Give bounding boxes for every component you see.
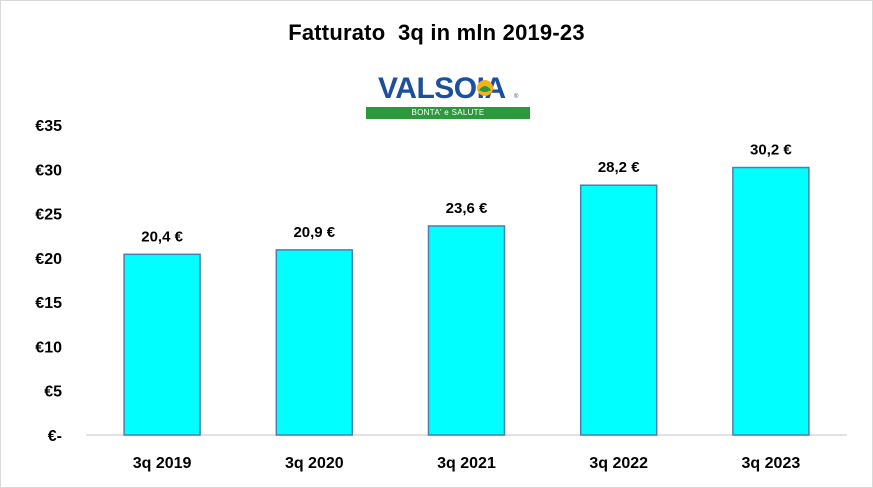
x-tick-label: 3q 2020 bbox=[285, 455, 344, 472]
y-tick-label: €20 bbox=[35, 251, 62, 268]
x-tick-label: 3q 2023 bbox=[742, 455, 801, 472]
y-tick-label: €35 bbox=[35, 118, 62, 135]
y-tick-label: €15 bbox=[35, 295, 62, 312]
y-tick-label: €10 bbox=[35, 339, 62, 356]
logo-trademark: ® bbox=[514, 94, 519, 100]
bars bbox=[123, 166, 810, 436]
bar bbox=[123, 253, 201, 436]
data-label: 30,2 € bbox=[750, 142, 792, 159]
data-labels: 20,4 € 20,9 € 23,6 € 28,2 € 30,2 € bbox=[141, 142, 792, 246]
y-tick-label: €5 bbox=[44, 384, 62, 401]
valsoia-logo: VALSOIA ® BONTA' e SALUTE bbox=[366, 70, 530, 120]
sun-leaf-icon bbox=[477, 80, 493, 96]
y-tick-label: €30 bbox=[35, 162, 62, 179]
bar bbox=[732, 166, 810, 436]
chart-title: Fatturato 3q in mln 2019-23 bbox=[288, 20, 585, 45]
logo-tagline: BONTA' e SALUTE bbox=[366, 107, 530, 119]
data-label: 20,9 € bbox=[293, 224, 335, 241]
y-tick-label: €- bbox=[48, 428, 62, 445]
bar bbox=[275, 249, 354, 436]
bar bbox=[579, 184, 658, 436]
data-label: 28,2 € bbox=[598, 159, 640, 176]
x-tick-label: 3q 2021 bbox=[437, 455, 496, 472]
x-tick-label: 3q 2019 bbox=[133, 455, 192, 472]
bar bbox=[427, 225, 506, 436]
data-label: 23,6 € bbox=[446, 200, 488, 217]
data-label: 20,4 € bbox=[141, 228, 183, 245]
x-axis-ticks: 3q 2019 3q 2020 3q 2021 3q 2022 3q 2023 bbox=[133, 455, 801, 472]
y-tick-label: €25 bbox=[35, 207, 62, 224]
x-tick-label: 3q 2022 bbox=[589, 455, 648, 472]
y-axis-ticks: €- €5 €10 €15 €20 €25 €30 €35 bbox=[35, 118, 62, 445]
